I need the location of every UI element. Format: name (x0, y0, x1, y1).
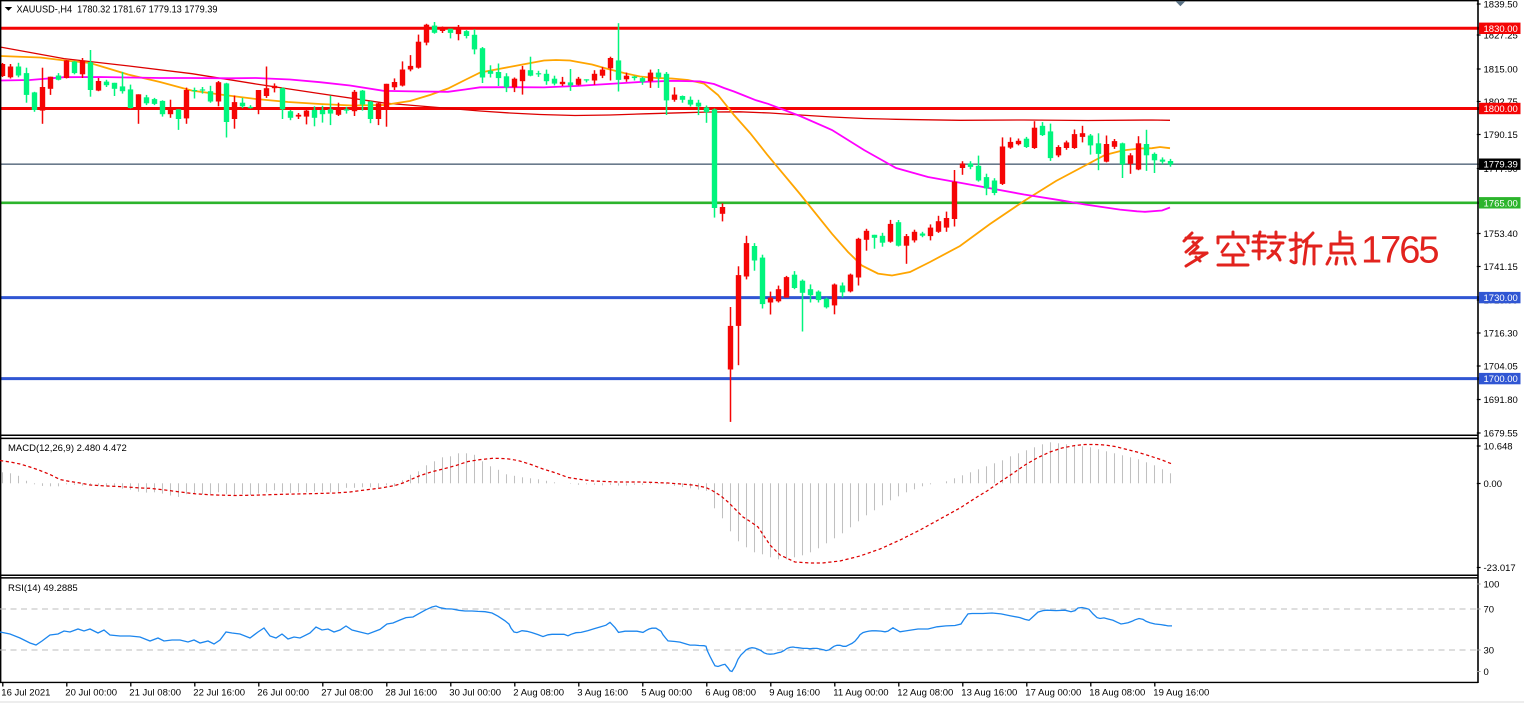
svg-text:2 Aug 08:00: 2 Aug 08:00 (513, 688, 564, 699)
svg-text:0.00: 0.00 (1484, 479, 1503, 490)
svg-text:10.648: 10.648 (1484, 441, 1513, 452)
svg-text:16 Jul 2021: 16 Jul 2021 (1, 688, 50, 699)
svg-text:1765: 1765 (1361, 230, 1438, 272)
svg-text:1753.40: 1753.40 (1484, 229, 1518, 240)
svg-text:1741.15: 1741.15 (1484, 262, 1518, 273)
svg-text:12 Aug 08:00: 12 Aug 08:00 (897, 688, 953, 699)
svg-text:70: 70 (1484, 604, 1495, 615)
svg-text:13 Aug 16:00: 13 Aug 16:00 (961, 688, 1017, 699)
svg-text:1679.55: 1679.55 (1484, 428, 1518, 439)
svg-text:30: 30 (1484, 645, 1495, 656)
svg-text:27 Jul 08:00: 27 Jul 08:00 (321, 688, 373, 699)
svg-text:RSI(14) 49.2885: RSI(14) 49.2885 (8, 583, 78, 594)
svg-text:-23.017: -23.017 (1484, 563, 1516, 574)
svg-text:6 Aug 08:00: 6 Aug 08:00 (705, 688, 756, 699)
svg-text:1800.00: 1800.00 (1484, 104, 1518, 115)
svg-text:28 Jul 16:00: 28 Jul 16:00 (385, 688, 437, 699)
svg-text:0: 0 (1484, 667, 1489, 678)
svg-text:1691.80: 1691.80 (1484, 395, 1518, 406)
svg-text:1830.00: 1830.00 (1484, 24, 1518, 35)
svg-text:1790.15: 1790.15 (1484, 130, 1518, 141)
svg-text:100: 100 (1484, 579, 1500, 590)
svg-text:MACD(12,26,9) 2.480 4.472: MACD(12,26,9) 2.480 4.472 (8, 443, 127, 454)
svg-text:1765.00: 1765.00 (1484, 198, 1518, 209)
svg-text:1716.30: 1716.30 (1484, 328, 1518, 339)
svg-text:1839.50: 1839.50 (1484, 0, 1518, 10)
svg-text:20 Jul 00:00: 20 Jul 00:00 (65, 688, 117, 699)
svg-text:19 Aug 16:00: 19 Aug 16:00 (1153, 688, 1209, 699)
svg-text:30 Jul 00:00: 30 Jul 00:00 (449, 688, 501, 699)
svg-text:5 Aug 00:00: 5 Aug 00:00 (641, 688, 692, 699)
svg-text:9 Aug 16:00: 9 Aug 16:00 (769, 688, 820, 699)
svg-text:1700.00: 1700.00 (1484, 374, 1518, 385)
svg-text:XAUUSD-,H4 1780.32 1781.67 17: XAUUSD-,H4 1780.32 1781.67 1779.13 1779.… (17, 3, 218, 15)
svg-text:1827.25: 1827.25 (1484, 30, 1518, 41)
svg-text:3 Aug 16:00: 3 Aug 16:00 (577, 688, 628, 699)
svg-text:1704.05: 1704.05 (1484, 361, 1518, 372)
svg-text:1779.39: 1779.39 (1484, 160, 1518, 171)
svg-text:22 Jul 16:00: 22 Jul 16:00 (193, 688, 245, 699)
svg-text:18 Aug 08:00: 18 Aug 08:00 (1089, 688, 1145, 699)
svg-text:1802.75: 1802.75 (1484, 97, 1518, 108)
svg-text:11 Aug 00:00: 11 Aug 00:00 (833, 688, 888, 699)
svg-text:21 Jul 08:00: 21 Jul 08:00 (129, 688, 181, 699)
svg-text:1815.00: 1815.00 (1484, 64, 1518, 75)
svg-text:1730.00: 1730.00 (1484, 293, 1518, 304)
svg-text:26 Jul 00:00: 26 Jul 00:00 (257, 688, 309, 699)
svg-text:17 Aug 00:00: 17 Aug 00:00 (1025, 688, 1081, 699)
